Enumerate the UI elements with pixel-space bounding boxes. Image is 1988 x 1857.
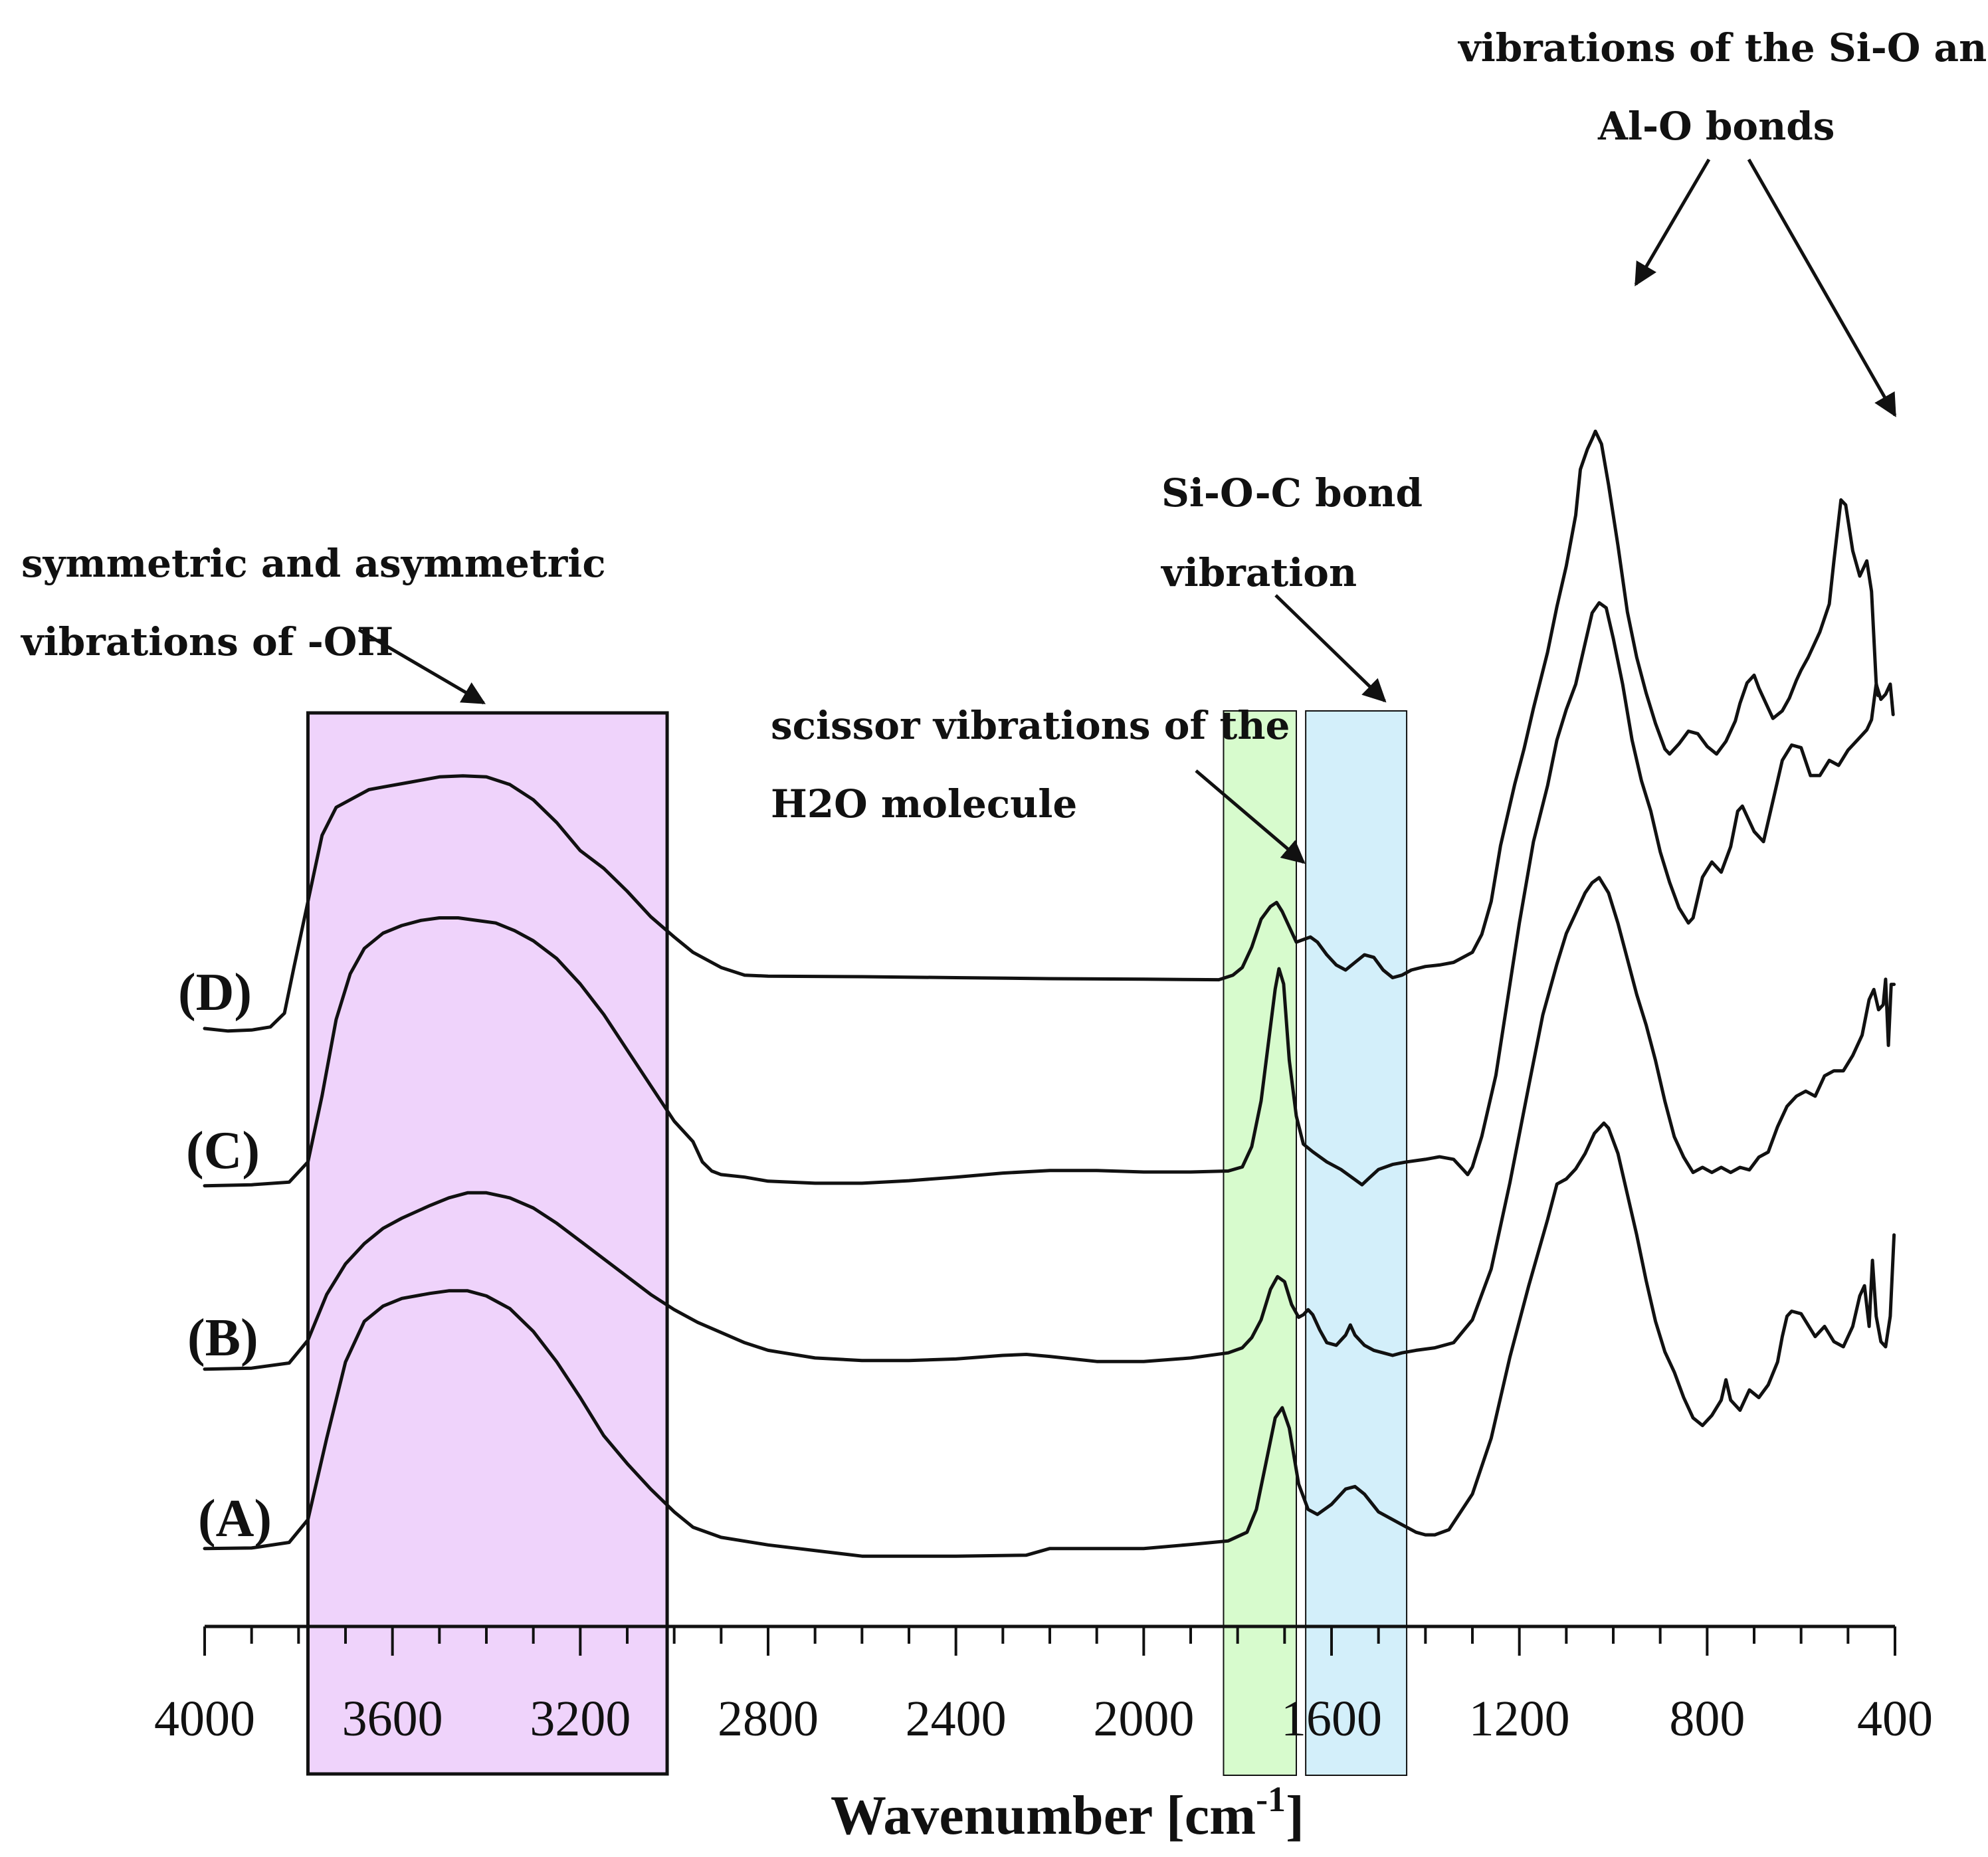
x-axis-title-exponent: -1 — [1256, 1779, 1286, 1819]
annotation-sioc-line1: Si-O-C bond — [1161, 470, 1423, 516]
arrow-sio-2 — [1747, 158, 1897, 418]
trace-b — [203, 876, 1896, 1371]
annotation-oh-line1: symmetric and asymmetric — [21, 541, 606, 586]
arrow-sio-1 — [1634, 158, 1711, 287]
trace-a — [203, 1121, 1896, 1558]
x-tick-label: 3600 — [342, 1691, 443, 1747]
annotation-sioc-line2: vibration — [1160, 550, 1357, 595]
x-tick-label: 2400 — [906, 1691, 1007, 1747]
curve-label-b: (B) — [187, 1309, 258, 1367]
x-tick-label: 1200 — [1469, 1691, 1570, 1747]
annotation-h2o-line2: H2O molecule — [771, 781, 1077, 827]
oh-region — [306, 711, 669, 1776]
annotation-sio-line1: vibrations of the Si-O and — [1457, 25, 1988, 70]
curve-label-d: (D) — [178, 963, 252, 1022]
h2o-region — [1223, 710, 1298, 1776]
x-tick-label: 800 — [1669, 1691, 1745, 1747]
trace-c — [203, 601, 1895, 1188]
annotation-oh-line2: vibrations of -OH — [20, 619, 393, 664]
arrow-oh — [357, 628, 486, 705]
sioc-region — [1305, 710, 1408, 1776]
x-tick-label: 3200 — [530, 1691, 631, 1747]
arrow-sioc — [1274, 594, 1387, 703]
spectra-traces — [203, 429, 1896, 1558]
annotation-h2o-line1: scissor vibrations of the — [771, 703, 1290, 748]
arrow-h2o — [1195, 769, 1306, 864]
x-tick-label: 2000 — [1093, 1691, 1194, 1747]
x-axis: 4000 3600 3200 2800 2400 2000 1600 1200 800 400 — [154, 1624, 1933, 1747]
annotation-arrows — [357, 158, 1897, 864]
curve-label-a: (A) — [198, 1490, 272, 1548]
x-tick-label: 400 — [1857, 1691, 1933, 1747]
trace-d — [203, 429, 1880, 1033]
x-tick-label: 1600 — [1281, 1691, 1382, 1747]
curve-label-c: (C) — [186, 1122, 260, 1180]
x-tick-label: 4000 — [154, 1691, 255, 1747]
x-tick-label: 2800 — [718, 1691, 819, 1747]
x-axis-title: Wavenumber [cm-1] — [831, 1779, 1304, 1846]
highlight-regions — [306, 710, 1408, 1776]
annotation-sio-line2: Al-O bonds — [1597, 104, 1835, 149]
